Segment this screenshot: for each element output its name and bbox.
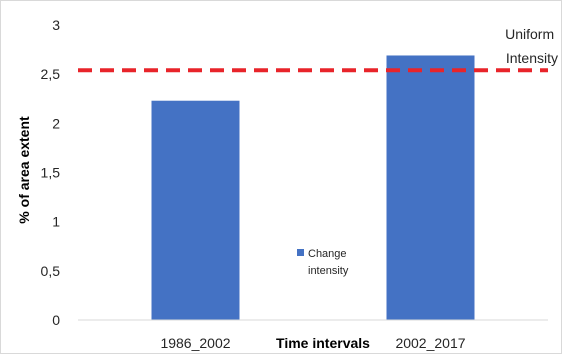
uniform-intensity-label-line-1: Uniform (505, 26, 554, 42)
legend-label: Change intensity (308, 248, 350, 277)
bars (151, 55, 475, 320)
y-tick-label: 0,5 (41, 263, 61, 279)
uniform-intensity-label-line-2: Intensity (506, 50, 558, 66)
y-tick-label: 0 (52, 312, 60, 328)
legend-label-line-2: intensity (308, 265, 349, 277)
y-axis-ticks: 0 0,5 1 1,5 2 2,5 3 (41, 17, 61, 328)
x-tick-label: 1986_2002 (160, 335, 230, 351)
y-tick-label: 3 (52, 17, 60, 33)
bar-2002_2017 (386, 55, 475, 320)
x-axis-title: Time intervals (276, 335, 370, 351)
y-tick-label: 1 (52, 214, 60, 230)
x-tick-label: 2002_2017 (395, 335, 465, 351)
y-tick-label: 2 (52, 115, 60, 131)
y-tick-label: 2,5 (41, 66, 61, 82)
bar-1986_2002 (151, 100, 240, 320)
uniform-intensity-label: Uniform Intensity (505, 26, 558, 66)
legend: Change intensity (297, 248, 350, 277)
x-axis-ticks: 1986_2002 2002_2017 (160, 335, 465, 351)
legend-swatch (297, 249, 304, 256)
y-axis-title: % of area extent (16, 116, 32, 224)
legend-label-line-1: Change (308, 248, 347, 260)
y-tick-label: 1,5 (41, 165, 61, 181)
